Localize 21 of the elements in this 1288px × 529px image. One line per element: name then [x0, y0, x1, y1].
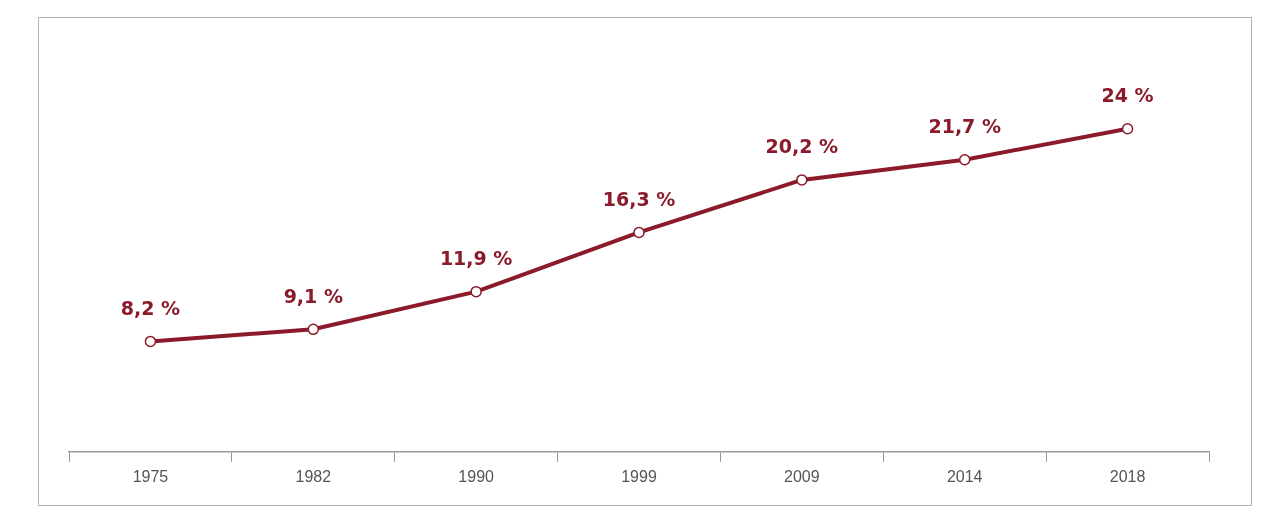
data-label: 9,1 %	[283, 284, 343, 307]
point	[796, 174, 808, 186]
data-label: 20,2 %	[765, 135, 839, 158]
point	[1121, 123, 1134, 135]
x-tick-label: 2014	[946, 467, 983, 485]
x-tick-label: 1982	[295, 467, 332, 485]
x-tick-label: 2009	[784, 467, 820, 485]
point	[958, 153, 971, 166]
point	[307, 323, 320, 336]
x-tick-label: 1999	[621, 467, 657, 485]
data-label: 8,2 %	[120, 296, 181, 319]
x-tick-label: 1975	[132, 467, 169, 485]
x-tick-label: 2018	[1109, 467, 1146, 485]
point	[144, 335, 157, 348]
data-label: 11,9 %	[439, 247, 513, 270]
x-tick-label: 1990	[458, 467, 495, 485]
data-label: 21,7 %	[928, 115, 1001, 138]
data-label: 16,3 %	[602, 187, 676, 210]
data-label: 24 %	[1101, 84, 1154, 107]
point	[633, 226, 645, 239]
point	[470, 285, 482, 298]
